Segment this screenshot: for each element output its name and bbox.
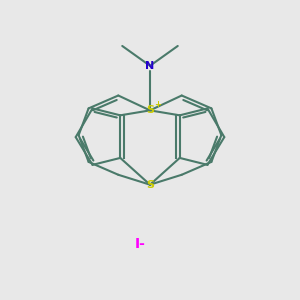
Text: S: S [146,105,154,116]
Text: I-: I- [135,237,146,251]
Text: +: + [154,100,161,109]
Text: N: N [146,61,154,71]
Text: S: S [146,180,154,190]
